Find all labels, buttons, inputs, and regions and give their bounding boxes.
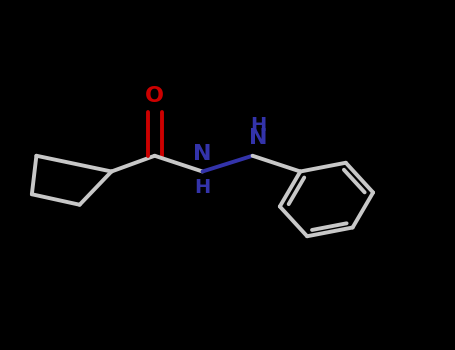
Text: N: N xyxy=(193,144,212,164)
Text: N: N xyxy=(249,128,267,148)
Text: H: H xyxy=(250,116,266,135)
Text: O: O xyxy=(145,86,164,106)
Text: H: H xyxy=(194,178,211,197)
